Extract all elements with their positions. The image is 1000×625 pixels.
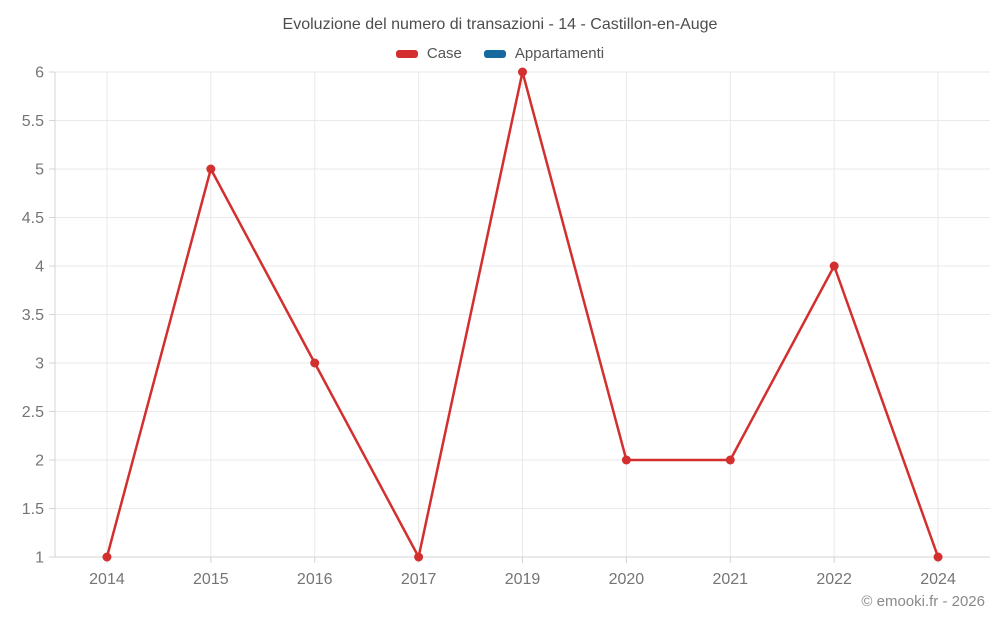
legend-swatch-appartamenti (483, 49, 506, 58)
legend: Case Appartamenti (0, 45, 1000, 62)
data-point[interactable] (310, 358, 320, 368)
legend-label-appartamenti: Appartamenti (514, 45, 605, 62)
x-axis-tick-label: 2020 (609, 571, 645, 588)
legend-item-case[interactable]: Case (395, 45, 462, 62)
x-axis-tick-label: 2019 (505, 571, 541, 588)
y-axis-tick-label: 4 (35, 259, 44, 276)
data-point[interactable] (621, 455, 631, 465)
x-axis-tick-label: 2021 (712, 571, 748, 588)
data-point[interactable] (518, 67, 527, 77)
y-axis-tick-label: 5 (35, 162, 44, 179)
legend-item-appartamenti[interactable]: Appartamenti (483, 45, 605, 62)
chart-title: Evoluzione del numero di transazioni - 1… (282, 16, 718, 33)
y-axis-tick-label: 3 (35, 356, 44, 373)
y-axis-tick-label: 5.5 (22, 113, 44, 130)
y-axis-tick-label: 2.5 (22, 404, 44, 421)
x-axis-tick-label: 2014 (89, 571, 125, 588)
data-point[interactable] (102, 552, 112, 562)
data-point[interactable] (933, 552, 943, 562)
x-axis-tick-label: 2016 (297, 571, 333, 588)
x-axis-tick-label: 2024 (920, 571, 956, 588)
y-axis-tick-label: 1 (35, 550, 44, 567)
y-axis-tick-label: 4.5 (22, 210, 44, 227)
data-point[interactable] (206, 164, 216, 174)
y-axis-tick-label: 3.5 (22, 307, 44, 324)
x-axis-tick-label: 2015 (193, 571, 229, 588)
x-axis-tick-label: 2017 (401, 571, 437, 588)
y-axis-tick-label: 1.5 (22, 501, 44, 518)
legend-swatch-case (395, 49, 418, 58)
y-axis-tick-label: 2 (35, 453, 44, 470)
legend-label-case: Case (426, 45, 462, 62)
copyright: © emooki.fr - 2026 (861, 593, 985, 610)
y-axis-tick-label: 6 (35, 65, 44, 82)
data-point[interactable] (829, 261, 839, 271)
data-point[interactable] (414, 552, 424, 562)
data-point[interactable] (725, 455, 735, 465)
x-axis-tick-label: 2022 (816, 571, 852, 588)
